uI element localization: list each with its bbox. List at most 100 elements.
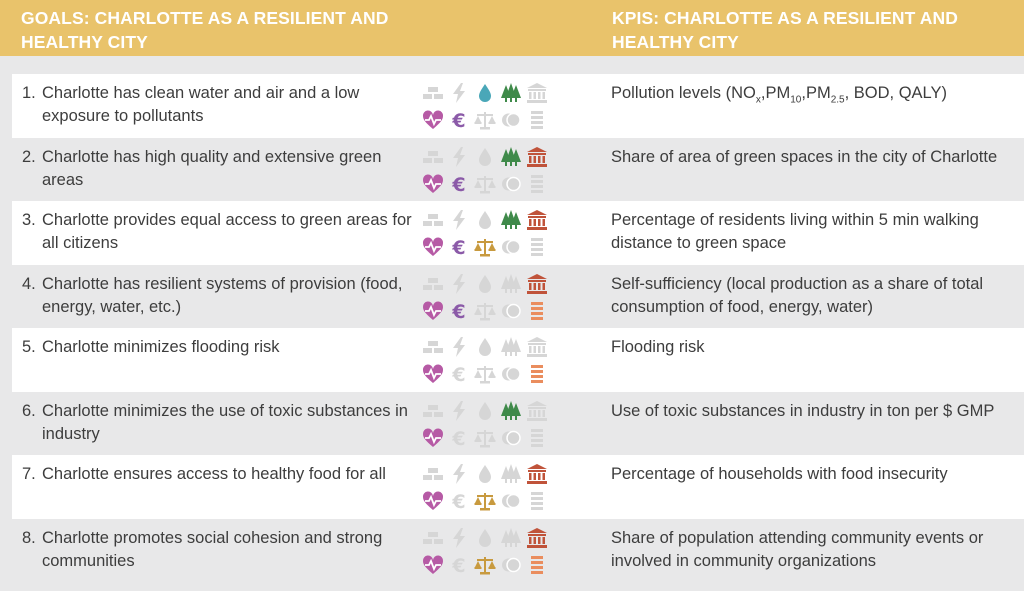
goal-number: 3.	[22, 211, 36, 229]
impact-icons: €	[422, 209, 552, 259]
goal-number: 4.	[22, 275, 36, 293]
institution-icon	[526, 209, 548, 231]
heart-pulse-icon	[422, 236, 444, 258]
lightning-icon	[448, 273, 470, 295]
kpi-cell: Percentage of residents living within 5 …	[611, 211, 979, 252]
euro-icon: €	[448, 554, 470, 576]
svg-text:€: €	[451, 301, 465, 322]
stack-icon	[526, 300, 548, 322]
scales-icon	[474, 173, 496, 195]
euro-icon: €	[448, 490, 470, 512]
goal-number: 5.	[22, 338, 36, 356]
svg-text:€: €	[451, 428, 465, 449]
goal-text: Charlotte has clean water and air and a …	[42, 84, 360, 125]
euro-icon: €	[448, 236, 470, 258]
goal-text: Charlotte has resilient systems of provi…	[42, 275, 403, 316]
stack-icon	[526, 173, 548, 195]
water-drop-icon	[474, 82, 496, 104]
table-row: 3. Charlotte provides equal access to gre…	[12, 201, 1024, 265]
circles-icon	[500, 236, 522, 258]
goal-text: Charlotte provides equal access to green…	[42, 211, 412, 252]
circles-icon	[500, 109, 522, 131]
table-row: 1. Charlotte has clean water and air and …	[12, 74, 1024, 138]
svg-text:€: €	[451, 491, 465, 512]
heart-pulse-icon	[422, 173, 444, 195]
trees-icon	[500, 82, 522, 104]
table-row: 4. Charlotte has resilient systems of pro…	[12, 265, 1024, 329]
impact-icons: €	[422, 273, 552, 323]
heart-pulse-icon	[422, 554, 444, 576]
lightning-icon	[448, 209, 470, 231]
goal-number: 6.	[22, 402, 36, 420]
euro-icon: €	[448, 173, 470, 195]
euro-icon: €	[448, 300, 470, 322]
svg-text:€: €	[451, 237, 465, 258]
kpis-column-title: KPIS: CHARLOTTE AS A RESILIENT AND HEALT…	[612, 8, 958, 52]
goal-text: Charlotte minimizes the use of toxic sub…	[42, 402, 408, 443]
lightning-icon	[448, 146, 470, 168]
gold-bars-icon	[422, 336, 444, 358]
table-row: 2. Charlotte has high quality and extensi…	[12, 138, 1024, 202]
scales-icon	[474, 109, 496, 131]
gold-bars-icon	[422, 400, 444, 422]
institution-icon	[526, 463, 548, 485]
table-row: 6. Charlotte minimizes the use of toxic s…	[12, 392, 1024, 456]
circles-icon	[500, 300, 522, 322]
svg-text:€: €	[451, 364, 465, 385]
svg-text:€: €	[451, 110, 465, 131]
gold-bars-icon	[422, 463, 444, 485]
trees-icon	[500, 146, 522, 168]
goal-text: Charlotte minimizes flooding risk	[42, 338, 280, 356]
kpi-text: Pollution levels (NO	[611, 84, 756, 102]
svg-text:€: €	[451, 174, 465, 195]
goal-number: 7.	[22, 465, 36, 483]
gold-bars-icon	[422, 82, 444, 104]
kpi-cell: Percentage of households with food insec…	[611, 465, 948, 483]
gold-bars-icon	[422, 527, 444, 549]
water-drop-icon	[474, 336, 496, 358]
scales-icon	[474, 300, 496, 322]
water-drop-icon	[474, 463, 496, 485]
kpi-cell: Flooding risk	[611, 338, 705, 356]
lightning-icon	[448, 336, 470, 358]
table-header: GOALS: CHARLOTTE AS A RESILIENT AND HEAL…	[0, 0, 1024, 56]
water-drop-icon	[474, 527, 496, 549]
institution-icon	[526, 273, 548, 295]
heart-pulse-icon	[422, 490, 444, 512]
kpi-subscript: x	[755, 94, 761, 106]
kpi-cell: Share of area of green spaces in the cit…	[611, 148, 998, 166]
water-drop-icon	[474, 273, 496, 295]
circles-icon	[500, 554, 522, 576]
table-row: 7. Charlotte ensures access to healthy fo…	[12, 455, 1024, 519]
institution-icon	[526, 400, 548, 422]
scales-icon	[474, 363, 496, 385]
heart-pulse-icon	[422, 300, 444, 322]
institution-icon	[526, 82, 548, 104]
trees-icon	[500, 400, 522, 422]
stack-icon	[526, 490, 548, 512]
stack-icon	[526, 236, 548, 258]
impact-icons: €	[422, 463, 552, 513]
trees-icon	[500, 273, 522, 295]
stack-icon	[526, 363, 548, 385]
kpi-text: ,PM	[801, 84, 831, 102]
gold-bars-icon	[422, 273, 444, 295]
stack-icon	[526, 554, 548, 576]
circles-icon	[500, 490, 522, 512]
euro-icon: €	[448, 427, 470, 449]
goals-column-title: GOALS: CHARLOTTE AS A RESILIENT AND HEAL…	[21, 8, 389, 52]
circles-icon	[500, 173, 522, 195]
goal-number: 8.	[22, 529, 36, 547]
impact-icons: €	[422, 527, 552, 577]
institution-icon	[526, 146, 548, 168]
scales-icon	[474, 236, 496, 258]
circles-icon	[500, 427, 522, 449]
lightning-icon	[448, 400, 470, 422]
kpi-text: , BOD, QALY)	[844, 84, 947, 102]
impact-icons: €	[422, 146, 552, 196]
goal-text: Charlotte has high quality and extensive…	[42, 148, 382, 189]
impact-icons: €	[422, 336, 552, 386]
euro-icon: €	[448, 363, 470, 385]
impact-icons: €	[422, 82, 552, 132]
goal-text: Charlotte promotes social cohesion and s…	[42, 529, 383, 570]
